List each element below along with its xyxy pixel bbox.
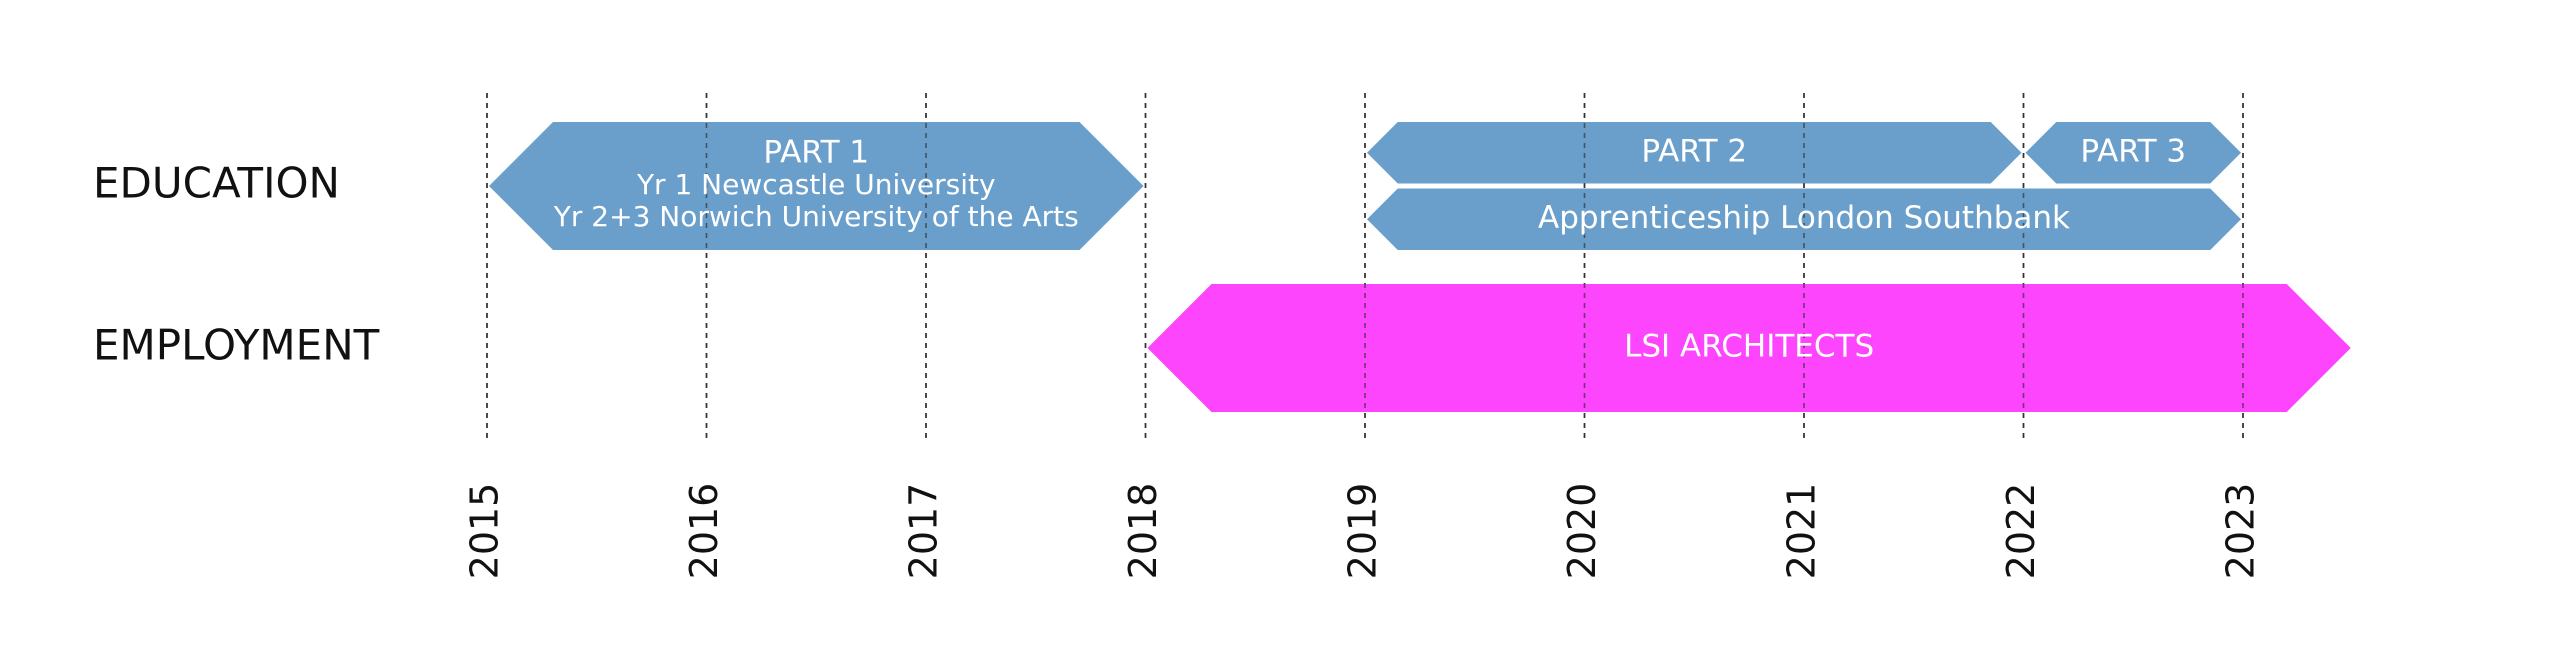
x-tick-label: 2020 [1560, 483, 1604, 580]
bar-label: PART 2 [1641, 133, 1747, 169]
timeline-bar [2025, 122, 2241, 184]
timeline-bar [489, 122, 1144, 250]
bar-label: PART 3 [2080, 133, 2186, 169]
row-label: EMPLOYMENT [93, 321, 380, 370]
timeline-bar [1367, 122, 2022, 184]
x-tick-label: 2015 [463, 483, 507, 580]
bar-label: LSI ARCHITECTS [1624, 329, 1874, 365]
x-tick-label: 2019 [1341, 483, 1385, 580]
x-tick-label: 2017 [902, 483, 946, 580]
x-tick-label: 2018 [1121, 483, 1165, 580]
row-label: EDUCATION [93, 159, 340, 208]
x-tick-label: 2023 [2219, 483, 2263, 580]
bar-label: PART 1 [763, 135, 869, 171]
bar-label: Yr 1 Newcastle University [636, 168, 996, 201]
timeline-bar [1367, 188, 2241, 250]
timeline-bar [1147, 284, 2351, 412]
bar-label: Yr 2+3 Norwich University of the Arts [553, 200, 1079, 233]
bar-label: Apprenticeship London Southbank [1538, 200, 2070, 236]
x-tick-label: 2016 [682, 483, 726, 580]
x-tick-label: 2022 [1999, 483, 2043, 580]
x-tick-label: 2021 [1780, 483, 1824, 580]
